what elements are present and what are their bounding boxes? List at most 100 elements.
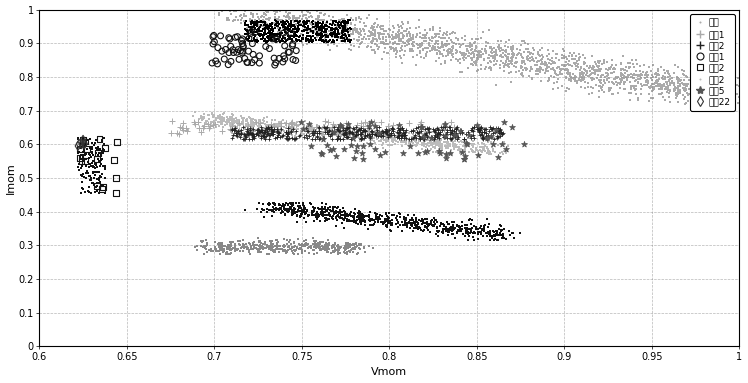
Point — [320, 23, 332, 29]
Point — [369, 123, 381, 129]
Point — [269, 247, 281, 253]
Point — [496, 47, 508, 53]
Point — [279, 39, 291, 45]
Point — [432, 127, 444, 133]
Point — [453, 136, 465, 142]
Point — [472, 54, 484, 60]
Point — [94, 173, 106, 180]
Point — [495, 130, 507, 136]
Point — [515, 42, 527, 48]
Point — [586, 53, 598, 59]
Point — [434, 28, 446, 34]
Point — [304, 20, 316, 26]
Point — [472, 67, 484, 74]
Point — [298, 21, 310, 27]
Point — [237, 43, 249, 49]
Point — [588, 70, 600, 76]
Point — [497, 119, 509, 125]
Point — [698, 83, 710, 89]
Point — [491, 49, 503, 55]
Point — [601, 67, 613, 73]
Point — [260, 26, 272, 32]
Point — [254, 131, 266, 137]
Point — [423, 221, 435, 228]
Point — [629, 72, 641, 79]
Point — [721, 97, 733, 103]
Point — [264, 26, 276, 32]
Point — [314, 134, 326, 141]
Point — [312, 32, 324, 38]
Point — [417, 141, 429, 147]
Point — [370, 36, 382, 42]
Point — [350, 241, 362, 247]
Point — [313, 31, 325, 38]
Point — [717, 88, 729, 94]
Point — [515, 52, 527, 58]
Point — [394, 38, 406, 44]
Point — [435, 44, 447, 51]
Point — [732, 83, 744, 89]
Point — [313, 24, 325, 30]
Point — [343, 33, 355, 39]
Point — [403, 38, 415, 44]
Point — [492, 46, 504, 52]
Point — [504, 232, 516, 238]
Point — [303, 27, 315, 33]
Point — [362, 130, 374, 136]
Point — [372, 131, 384, 137]
Point — [215, 117, 227, 123]
Point — [227, 245, 239, 251]
Point — [301, 207, 313, 213]
Point — [401, 38, 413, 44]
Point — [177, 120, 189, 126]
Point — [463, 232, 475, 239]
Point — [266, 20, 278, 26]
Point — [447, 44, 459, 51]
Point — [282, 23, 294, 29]
Point — [353, 44, 365, 50]
Point — [515, 65, 527, 71]
Point — [295, 31, 307, 37]
Point — [336, 16, 348, 22]
Point — [273, 36, 285, 43]
Point — [390, 33, 402, 39]
Point — [425, 135, 437, 141]
Point — [404, 46, 416, 52]
Point — [571, 58, 583, 64]
Point — [266, 131, 278, 137]
Point — [386, 32, 398, 38]
Point — [402, 220, 414, 226]
Point — [359, 119, 371, 125]
Point — [278, 53, 289, 59]
Point — [301, 29, 313, 36]
Point — [565, 53, 577, 59]
Point — [80, 139, 92, 145]
Point — [261, 209, 273, 215]
Point — [616, 66, 628, 72]
Point — [413, 129, 425, 135]
Point — [536, 66, 548, 72]
Point — [553, 64, 565, 70]
Point — [229, 243, 241, 249]
Point — [461, 131, 473, 137]
Point — [498, 226, 510, 232]
Point — [456, 69, 468, 75]
Point — [435, 35, 447, 41]
Point — [414, 227, 426, 233]
Point — [249, 33, 261, 39]
Point — [663, 78, 675, 84]
Point — [267, 131, 279, 137]
Point — [285, 129, 297, 135]
Point — [318, 33, 330, 39]
Point — [289, 18, 301, 24]
Point — [475, 54, 487, 61]
Point — [476, 134, 488, 141]
Point — [652, 72, 663, 78]
Point — [505, 46, 517, 52]
Point — [254, 36, 266, 42]
Point — [453, 146, 465, 152]
Point — [483, 65, 495, 71]
Point — [208, 118, 220, 124]
Point — [485, 124, 497, 130]
Point — [432, 38, 444, 44]
